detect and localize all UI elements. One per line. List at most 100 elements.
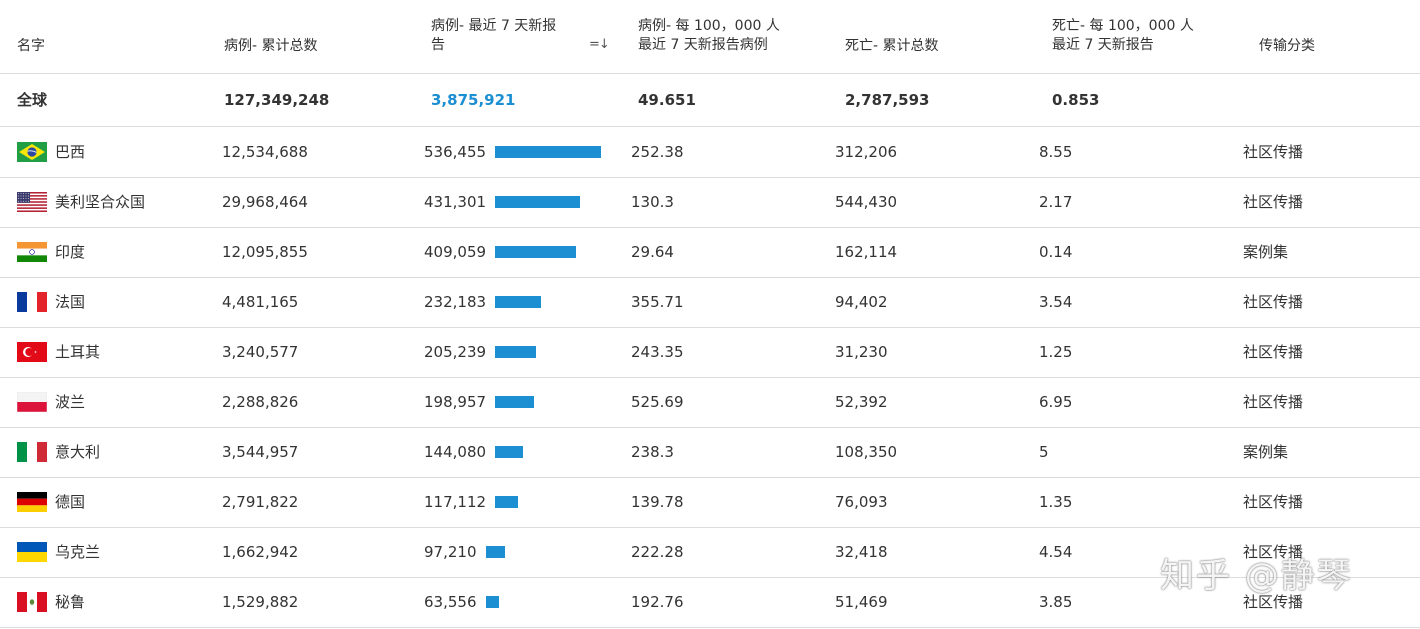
- cumulative-cases: 3,240,577: [222, 343, 299, 361]
- global-row[interactable]: 全球 127,349,248 3,875,921 49.651 2,787,59…: [0, 74, 1420, 127]
- new-cases-7d: 205,239: [424, 343, 487, 361]
- table-row[interactable]: 意大利 3,544,957 144,080 238.3 108,350 5 案例集: [0, 427, 1420, 478]
- table-row[interactable]: 乌克兰 1,662,942 97,210 222.28 32,418 4.54 社区传播: [0, 527, 1420, 578]
- cases-7d-bar: [495, 246, 576, 258]
- header-transmission-label: 传输分类: [1259, 38, 1315, 54]
- country-name: 乌克兰: [55, 543, 101, 561]
- country-name: 巴西: [55, 143, 86, 161]
- country-name: 德国: [55, 493, 86, 511]
- table-row[interactable]: 德国 2,791,822 117,112 139.78 76,093 1.35 社区传播: [0, 477, 1420, 528]
- deaths-per100k: 1.25: [1039, 343, 1073, 361]
- cumulative-cases: 29,968,464: [222, 193, 308, 211]
- cases-7d-bar: [495, 146, 601, 158]
- cumulative-cases: 2,288,826: [222, 393, 299, 411]
- poland-flag-icon: [17, 392, 47, 412]
- country-name: 美利坚合众国: [55, 193, 146, 211]
- country-name: 印度: [55, 243, 86, 261]
- cumulative-cases: 1,529,882: [222, 593, 299, 611]
- new-cases-7d: 97,210: [424, 543, 477, 561]
- cases-7d-bar: [495, 446, 523, 458]
- cases-per100k: 238.3: [631, 443, 674, 461]
- peru-flag-icon: [17, 592, 47, 612]
- transmission-type: 社区传播: [1243, 593, 1304, 611]
- header-name[interactable]: 名字: [17, 37, 45, 56]
- deaths-total: 94,402: [835, 293, 888, 311]
- country-name: 土耳其: [55, 343, 101, 361]
- transmission-type: 社区传播: [1243, 543, 1304, 561]
- table-row[interactable]: 巴西 12,534,688 536,455 252.38 312,206 8.55 社区传播: [0, 127, 1420, 178]
- deaths-per100k: 0.14: [1039, 243, 1073, 261]
- cumulative-cases: 2,791,822: [222, 493, 299, 511]
- header-deaths-total[interactable]: 死亡- 累计总数: [845, 37, 939, 56]
- cases-per100k: 525.69: [631, 393, 684, 411]
- new-cases-7d: 144,080: [424, 443, 487, 461]
- deaths-per100k: 1.35: [1039, 493, 1073, 511]
- table-row[interactable]: 印度 12,095,855 409,059 29.64 162,114 0.14 案例集: [0, 227, 1420, 278]
- cases-7d-bar: [495, 296, 541, 308]
- india-flag-icon: [17, 242, 47, 262]
- deaths-total: 51,469: [835, 593, 888, 611]
- global-per100k: 49.651: [638, 91, 696, 109]
- cases-7d-bar: [495, 346, 536, 358]
- transmission-type: 案例集: [1243, 443, 1289, 461]
- cases-7d-bar: [495, 496, 518, 508]
- deaths-per100k: 4.54: [1039, 543, 1073, 561]
- cases-per100k: 130.3: [631, 193, 674, 211]
- cases-per100k: 222.28: [631, 543, 684, 561]
- header-cumulative-cases-label: 病例- 累计总数: [224, 38, 318, 54]
- cases-per100k: 252.38: [631, 143, 684, 161]
- deaths-per100k: 3.85: [1039, 593, 1073, 611]
- new-cases-7d: 63,556: [424, 593, 477, 611]
- new-cases-7d: 198,957: [424, 393, 487, 411]
- cumulative-cases: 1,662,942: [222, 543, 299, 561]
- sort-desc-icon[interactable]: =↓: [589, 37, 610, 52]
- country-name: 波兰: [55, 393, 86, 411]
- brazil-flag-icon: [17, 142, 47, 162]
- table-row[interactable]: 秘鲁 1,529,882 63,556 192.76 51,469 3.85 社区传播: [0, 577, 1420, 628]
- cumulative-cases: 3,544,957: [222, 443, 299, 461]
- cases-per100k: 243.35: [631, 343, 684, 361]
- global-new7: 3,875,921: [431, 91, 516, 109]
- deaths-total: 32,418: [835, 543, 888, 561]
- header-cases-7d-line2: 告: [431, 37, 445, 53]
- new-cases-7d: 409,059: [424, 243, 487, 261]
- transmission-type: 社区传播: [1243, 143, 1304, 161]
- table-row[interactable]: 美利坚合众国 29,968,464 431,301 130.3 544,430 2.17 社…: [0, 177, 1420, 228]
- cumulative-cases: 12,095,855: [222, 243, 308, 261]
- header-deaths-per100k-line1: 死亡- 每 100，000 人: [1052, 18, 1194, 34]
- deaths-total: 162,114: [835, 243, 898, 261]
- cases-7d-bar: [495, 396, 534, 408]
- transmission-type: 案例集: [1243, 243, 1289, 261]
- new-cases-7d: 117,112: [424, 493, 487, 511]
- usa-flag-icon: [17, 192, 47, 212]
- deaths-total: 76,093: [835, 493, 888, 511]
- cases-7d-bar: [495, 196, 580, 208]
- germany-flag-icon: [17, 492, 47, 512]
- cases-per100k: 139.78: [631, 493, 684, 511]
- cases-7d-bar: [486, 596, 499, 608]
- table-row[interactable]: 波兰 2,288,826 198,957 525.69 52,392 6.95 社区传播: [0, 377, 1420, 428]
- new-cases-7d: 536,455: [424, 143, 487, 161]
- header-cases-per100k-line2: 最近 7 天新报告病例: [638, 37, 768, 53]
- deaths-per100k: 8.55: [1039, 143, 1073, 161]
- deaths-per100k: 5: [1039, 443, 1049, 461]
- header-cases-per100k[interactable]: 病例- 每 100，000 人 最近 7 天新报告病例: [638, 17, 780, 55]
- turkey-flag-icon: [17, 342, 47, 362]
- table-row[interactable]: 土耳其 3,240,577 205,239 243.35 31,230 1.25 社区传播: [0, 327, 1420, 378]
- header-transmission[interactable]: 传输分类: [1259, 37, 1315, 56]
- header-cumulative-cases[interactable]: 病例- 累计总数: [224, 37, 318, 56]
- new-cases-7d: 232,183: [424, 293, 487, 311]
- global-cumulative: 127,349,248: [224, 91, 330, 109]
- header-deaths-per100k[interactable]: 死亡- 每 100，000 人 最近 7 天新报告: [1052, 17, 1194, 55]
- france-flag-icon: [17, 292, 47, 312]
- deaths-total: 544,430: [835, 193, 898, 211]
- italy-flag-icon: [17, 442, 47, 462]
- table-row[interactable]: 法国 4,481,165 232,183 355.71 94,402 3.54 社区传播: [0, 277, 1420, 328]
- transmission-type: 社区传播: [1243, 193, 1304, 211]
- header-cases-7d[interactable]: 病例- 最近 7 天新报 告: [431, 17, 556, 55]
- new-cases-7d: 431,301: [424, 193, 487, 211]
- cases-per100k: 192.76: [631, 593, 684, 611]
- global-name: 全球: [17, 91, 48, 109]
- transmission-type: 社区传播: [1243, 343, 1304, 361]
- deaths-total: 31,230: [835, 343, 888, 361]
